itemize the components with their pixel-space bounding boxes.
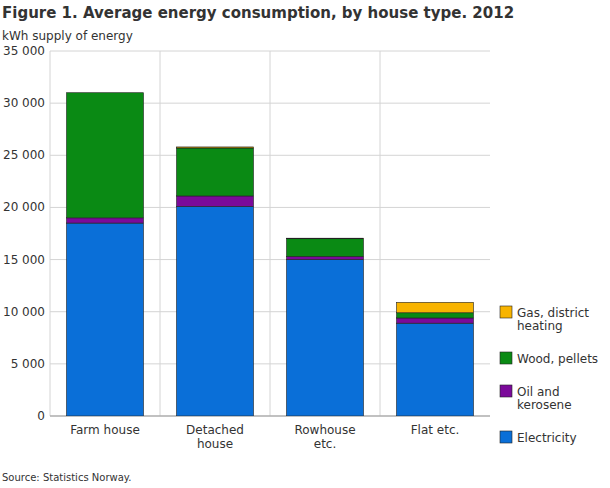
- bars: [67, 93, 474, 416]
- legend-label-line: Gas, district: [517, 306, 589, 320]
- x-tick-label: Rowhouseetc.: [294, 423, 355, 451]
- bar-segment: [67, 218, 144, 223]
- legend-swatch: [500, 306, 512, 318]
- bar-segment: [397, 318, 474, 323]
- bar-segment: [397, 323, 474, 416]
- bar-segment: [177, 148, 254, 196]
- legend-label: Gas, districtheating: [517, 306, 589, 333]
- y-label: kWh supply of energy: [2, 29, 133, 43]
- x-tick-label: Detachedhouse: [186, 423, 244, 451]
- legend-label-line: Wood, pellets: [517, 352, 598, 366]
- legend-label-line: heating: [517, 319, 563, 333]
- legend-swatch: [500, 385, 512, 397]
- bar-segment: [397, 302, 474, 312]
- y-tick-label: 10 000: [3, 305, 45, 319]
- y-tick-label: 30 000: [3, 96, 45, 110]
- title: Figure 1. Average energy consumption, by…: [2, 4, 514, 22]
- y-axis: [50, 51, 51, 416]
- legend-label: Oil andkerosene: [517, 385, 572, 412]
- x-tick-label-line: house: [197, 437, 233, 451]
- category-separator: [160, 51, 161, 416]
- bar-segment: [397, 313, 474, 318]
- legend-label-line: kerosene: [517, 398, 572, 412]
- bar-segment: [177, 196, 254, 206]
- bar-segment: [67, 92, 144, 93]
- y-tick-label: 5 000: [11, 357, 45, 371]
- x-tick-label-line: Detached: [186, 423, 244, 437]
- y-tick-label: 0: [37, 409, 45, 423]
- legend-swatch: [500, 431, 512, 443]
- y-tick-label: 25 000: [3, 148, 45, 162]
- bar-segment: [287, 239, 364, 257]
- bar-segment: [177, 147, 254, 148]
- x-tick-label-line: Flat etc.: [411, 423, 460, 437]
- y-tick-label: 35 000: [3, 44, 45, 58]
- bar-segment: [287, 260, 364, 416]
- chart: Figure 1. Average energy consumption, by…: [0, 0, 610, 488]
- legend-label: Electricity: [517, 431, 577, 445]
- x-tick-label-line: Farm house: [70, 423, 140, 437]
- y-tick-label: 15 000: [3, 253, 45, 267]
- x-tick-label-line: Rowhouse: [294, 423, 355, 437]
- bar-segment: [67, 93, 144, 218]
- legend-label: Wood, pellets: [517, 352, 598, 366]
- source: Source: Statistics Norway.: [2, 472, 131, 483]
- legend-swatch: [500, 352, 512, 364]
- bar-segment: [287, 256, 364, 259]
- x-tick-label-line: etc.: [314, 437, 337, 451]
- x-tick-label: Flat etc.: [411, 423, 460, 437]
- bar-segment: [67, 223, 144, 416]
- category-separator: [270, 51, 271, 416]
- x-tick-label: Farm house: [70, 423, 140, 437]
- y-tick-label: 20 000: [3, 200, 45, 214]
- bar-segment: [287, 238, 364, 240]
- legend-label-line: Oil and: [517, 385, 560, 399]
- bar-segment: [177, 206, 254, 416]
- category-separator: [380, 51, 381, 416]
- legend-label-line: Electricity: [517, 431, 577, 445]
